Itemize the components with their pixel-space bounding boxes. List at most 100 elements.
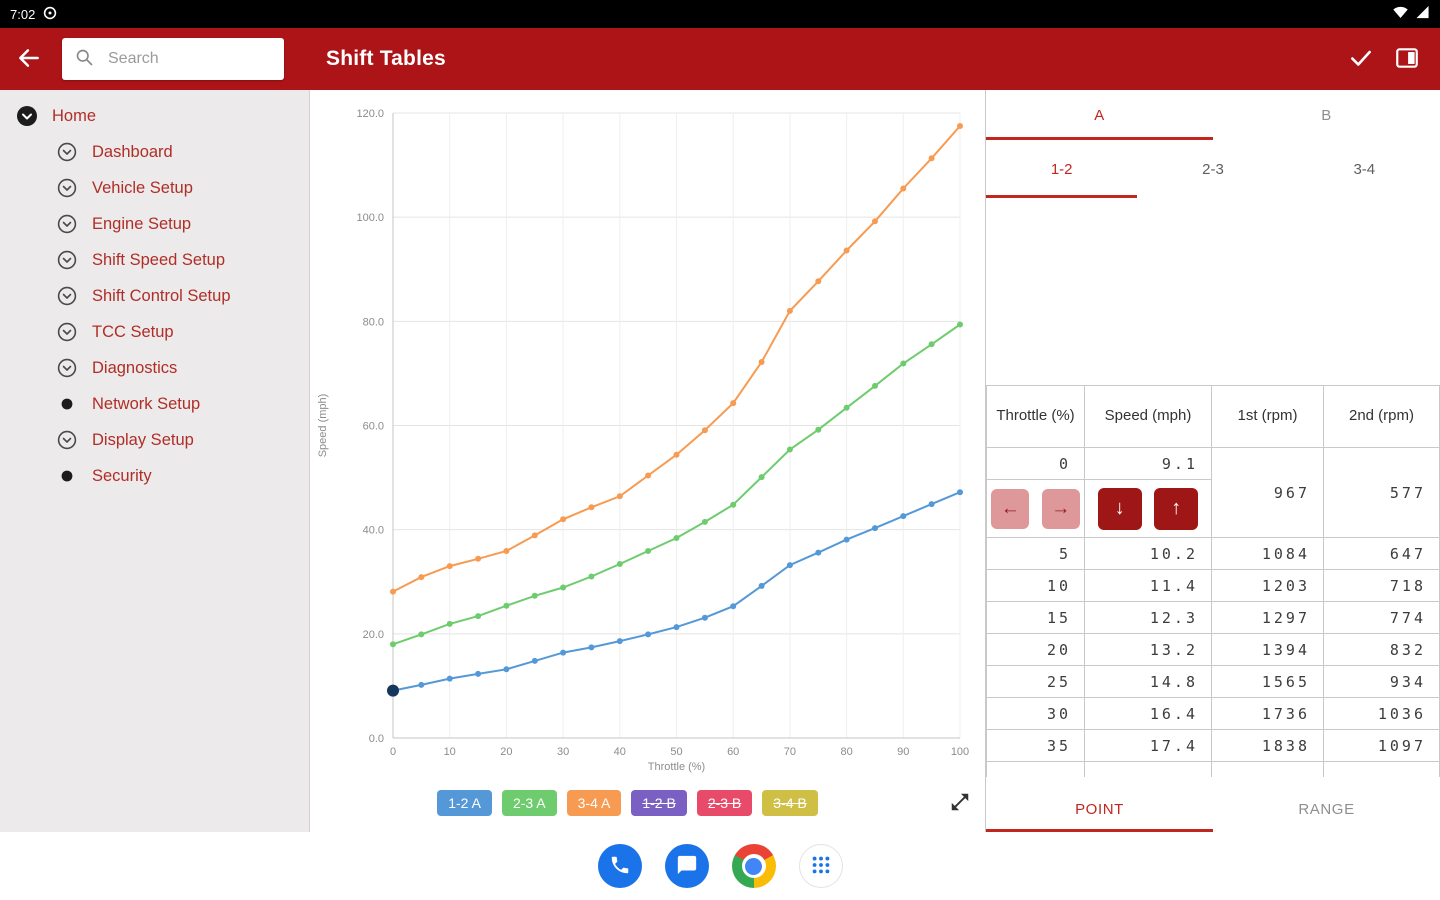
rpm2-cell[interactable]: 934: [1323, 665, 1440, 698]
sidebar-item-tcc-setup[interactable]: TCC Setup: [0, 314, 309, 350]
col-header-throttle: Throttle (%): [986, 385, 1085, 448]
sidebar-item-shift-control-setup[interactable]: Shift Control Setup: [0, 278, 309, 314]
sidebar-item-diagnostics[interactable]: Diagnostics: [0, 350, 309, 386]
legend-chip-2-3-a[interactable]: 2-3 A: [501, 790, 557, 816]
back-arrow-icon: [16, 45, 42, 74]
messages-app-button[interactable]: [664, 844, 709, 888]
rpm2-cell[interactable]: 577: [1323, 447, 1440, 538]
svg-text:60: 60: [727, 746, 739, 758]
throttle-cell[interactable]: 25: [986, 665, 1085, 698]
throttle-cell[interactable]: 30: [986, 697, 1085, 730]
fullscreen-button[interactable]: [947, 790, 973, 816]
rpm1-cell[interactable]: 967: [1211, 447, 1324, 538]
sidebar-item-home[interactable]: Home: [0, 98, 309, 134]
tab-3-4[interactable]: 3-4: [1353, 160, 1376, 178]
search-input[interactable]: [108, 50, 315, 68]
shift-table: Throttle (%) Speed (mph) 1st (rpm) 2nd (…: [986, 385, 1440, 777]
chevron-circle-icon: [56, 142, 78, 162]
legend-chip-3-4-b[interactable]: 3-4 B: [762, 790, 818, 816]
speed-cell[interactable]: 17.4: [1084, 729, 1212, 762]
cellular-signal-icon: [1415, 6, 1430, 22]
confirm-button[interactable]: [1338, 36, 1384, 82]
rpm1-cell[interactable]: 1394: [1211, 633, 1324, 666]
phone-icon: [609, 854, 631, 879]
tab-point[interactable]: POINT: [1075, 800, 1124, 818]
chrome-app-button[interactable]: [731, 844, 776, 888]
throttle-cell[interactable]: 10: [986, 569, 1085, 602]
legend-chip-1-2-a[interactable]: 1-2 A: [437, 790, 492, 816]
throttle-cell[interactable]: 20: [986, 633, 1085, 666]
legend-chip-1-2-b[interactable]: 1-2 B: [631, 790, 687, 816]
rpm1-cell[interactable]: 1297: [1211, 601, 1324, 634]
tab-a[interactable]: A: [1094, 106, 1105, 124]
sidebar-item-display-setup[interactable]: Display Setup: [0, 422, 309, 458]
svg-text:70: 70: [784, 746, 796, 758]
decrease-speed-button[interactable]: ↓: [1097, 487, 1142, 530]
increase-speed-button[interactable]: ↑: [1154, 487, 1199, 530]
svg-text:10: 10: [444, 746, 456, 758]
sidebar-item-shift-speed-setup[interactable]: Shift Speed Setup: [0, 242, 309, 278]
sidebar-item-network-setup[interactable]: Network Setup: [0, 386, 309, 422]
sidebar-item-label: Shift Speed Setup: [92, 250, 226, 269]
chevron-circle-icon: [56, 358, 78, 378]
chevron-circle-icon: [56, 430, 78, 450]
sidebar-item-vehicle-setup[interactable]: Vehicle Setup: [0, 170, 309, 206]
move-point-left-button[interactable]: ←: [991, 488, 1030, 529]
app-drawer-button[interactable]: [798, 844, 843, 888]
throttle-cell[interactable]: 5: [986, 537, 1085, 570]
col-header-speed: Speed (mph): [1084, 385, 1212, 448]
table-row: 10 11.4 1203 718: [986, 569, 1440, 602]
sidebar-item-label: Security: [92, 466, 152, 485]
tab-1-2[interactable]: 1-2: [1050, 160, 1073, 178]
throttle-cell[interactable]: 15: [986, 601, 1085, 634]
tab-b[interactable]: B: [1321, 106, 1332, 124]
sidebar-nav: Home Dashboard Vehicle Setup Engine Setup Sh…: [0, 90, 310, 832]
status-time: 7:02: [10, 6, 36, 22]
tab-range[interactable]: RANGE: [1298, 800, 1355, 818]
legend-chip-3-4-a[interactable]: 3-4 A: [566, 790, 622, 816]
rpm1-cell[interactable]: 1203: [1211, 569, 1324, 602]
speed-cell[interactable]: 10.2: [1084, 537, 1212, 570]
search-box[interactable]: [62, 38, 315, 80]
throttle-cell[interactable]: 0: [986, 447, 1085, 480]
speed-cell[interactable]: 16.4: [1084, 697, 1212, 730]
rpm1-cell[interactable]: 1736: [1211, 697, 1324, 730]
chat-bubble-icon: [676, 854, 698, 879]
sidebar-item-engine-setup[interactable]: Engine Setup: [0, 206, 309, 242]
tab-2-3[interactable]: 2-3: [1202, 160, 1224, 178]
sidebar-item-security[interactable]: Security: [0, 458, 309, 494]
speed-cell[interactable]: 9.1: [1084, 447, 1212, 480]
svg-text:20.0: 20.0: [363, 629, 384, 641]
move-point-right-button[interactable]: →: [1041, 488, 1080, 529]
shift-table-panel: A B 1-2 2-3 3-4 Throttle (%) Speed (mph)…: [986, 90, 1440, 832]
svg-text:100.0: 100.0: [356, 212, 384, 224]
phone-app-button[interactable]: [597, 844, 642, 888]
sidebar-item-label: Vehicle Setup: [92, 178, 193, 197]
rpm1-cell[interactable]: 1565: [1211, 665, 1324, 698]
throttle-cell[interactable]: 35: [986, 729, 1085, 762]
arrow-right-icon: →: [1051, 497, 1071, 519]
rpm1-cell[interactable]: 1084: [1211, 537, 1324, 570]
speed-cell[interactable]: 11.4: [1084, 569, 1212, 602]
rpm1-cell[interactable]: 1838: [1211, 729, 1324, 762]
shift-chart[interactable]: 0.0 20.0 40.0 60.0 80.0 100.0 120.0 0 10 20 30 40 50…: [310, 90, 986, 832]
rpm2-cell[interactable]: 774: [1323, 601, 1440, 634]
rpm2-cell[interactable]: 1097: [1323, 729, 1440, 762]
gear-shift-tabs: 1-2 2-3 3-4: [986, 140, 1440, 198]
speed-cell[interactable]: 12.3: [1084, 601, 1212, 634]
svg-text:Throttle (%): Throttle (%): [648, 761, 705, 773]
legend-chip-2-3-b[interactable]: 2-3 B: [696, 790, 753, 816]
rpm2-cell[interactable]: 1036: [1323, 697, 1440, 730]
sidebar-item-label: Home: [52, 106, 97, 125]
app-bar: Shift Tables: [0, 28, 1440, 90]
table-row-clipped: [986, 761, 1440, 777]
rpm2-cell[interactable]: 832: [1323, 633, 1440, 666]
speed-cell[interactable]: 14.8: [1084, 665, 1212, 698]
split-view-button[interactable]: [1384, 36, 1430, 82]
speed-cell[interactable]: 13.2: [1084, 633, 1212, 666]
sidebar-item-dashboard[interactable]: Dashboard: [0, 134, 309, 170]
rpm2-cell[interactable]: 718: [1323, 569, 1440, 602]
rpm2-cell[interactable]: 647: [1323, 537, 1440, 570]
table-row: 30 16.4 1736 1036: [986, 697, 1440, 730]
back-button[interactable]: [6, 36, 52, 82]
